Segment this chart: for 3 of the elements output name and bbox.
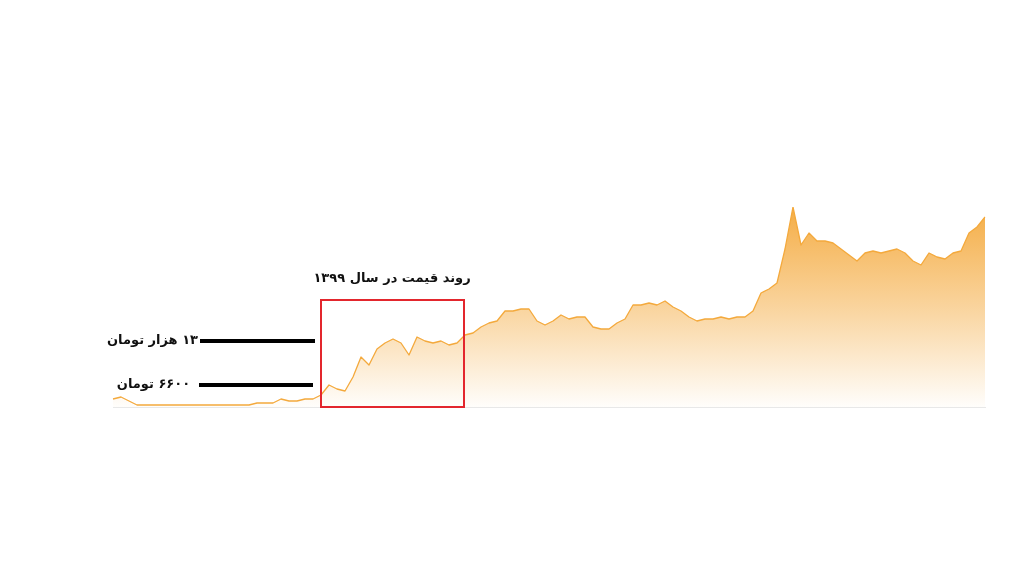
annotation: روند قیمت در سال ۱۳۹۹ — [313, 270, 471, 286]
annotation: ۶۶۰۰ تومان — [116, 376, 191, 392]
annotation: ۱۳ هزار تومان — [106, 332, 199, 348]
